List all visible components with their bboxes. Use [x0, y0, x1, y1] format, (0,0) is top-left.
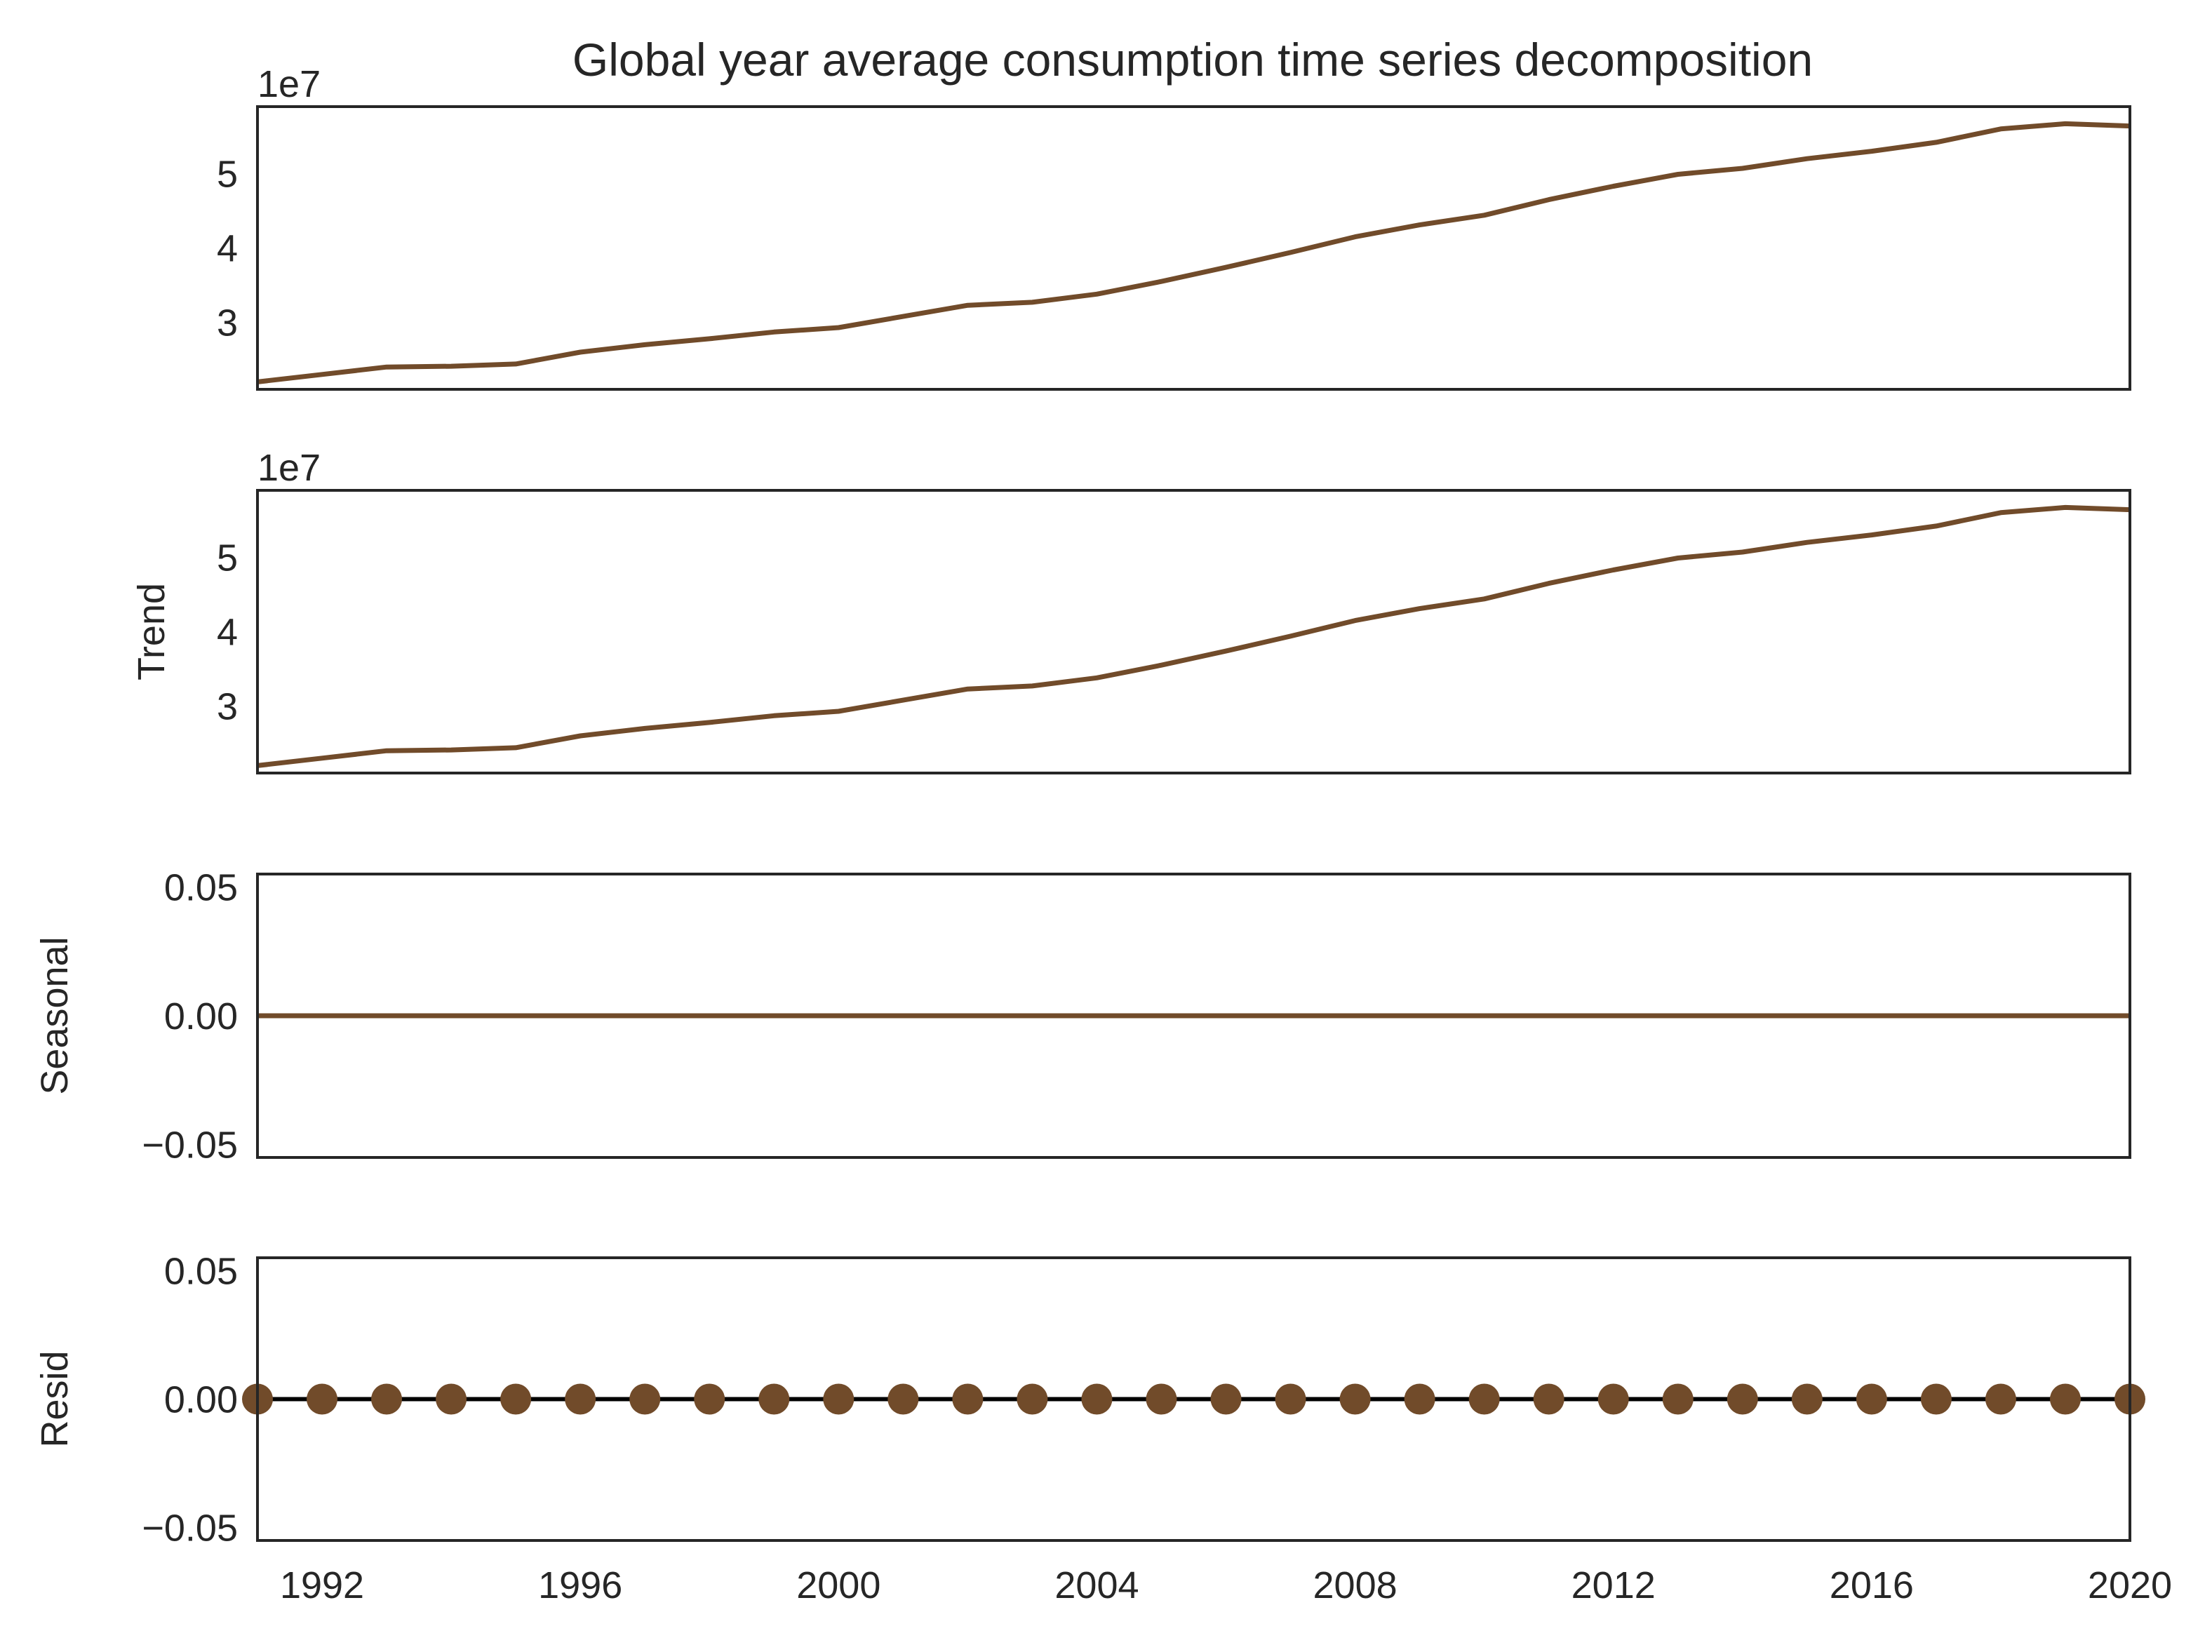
x-tick-label: 2008	[1313, 1564, 1397, 1606]
y-tick-label: 0.00	[164, 1379, 238, 1421]
resid-point	[1985, 1383, 2016, 1415]
resid-point	[1533, 1383, 1564, 1415]
resid-point	[1597, 1383, 1629, 1415]
resid-point	[629, 1383, 661, 1415]
resid-point	[758, 1383, 790, 1415]
resid-point	[1404, 1383, 1435, 1415]
resid-point	[1727, 1383, 1758, 1415]
panel-frame	[256, 1256, 2131, 1542]
panel-resid: 0.05 0.00 −0.05 Resid	[34, 1250, 2145, 1550]
panel-frame	[256, 873, 2131, 1159]
resid-point	[952, 1383, 984, 1415]
y-tick-label: 4	[217, 612, 238, 654]
axis-exponent-label: 1e7	[257, 447, 321, 489]
resid-point	[500, 1383, 532, 1415]
resid-point	[694, 1383, 725, 1415]
series-line-trend	[257, 504, 2131, 768]
y-tick-label: 0.05	[164, 1250, 238, 1292]
resid-point	[1468, 1383, 1500, 1415]
resid-point	[1662, 1383, 1694, 1415]
resid-point	[371, 1383, 403, 1415]
resid-point	[565, 1383, 596, 1415]
panels-group: 3451e73451e7Trend0.050.00−0.05Seasonal0.…	[34, 63, 2145, 1550]
resid-point	[1146, 1383, 1177, 1415]
panel-frame	[256, 105, 2131, 391]
panel-data-group	[242, 1383, 2145, 1415]
y-tick-label: 3	[217, 686, 238, 728]
y-axis-label: Seasonal	[34, 936, 76, 1094]
x-tick-label: 1992	[280, 1564, 364, 1606]
resid-point	[1210, 1383, 1242, 1415]
resid-point	[1856, 1383, 1887, 1415]
series-line-observed	[257, 121, 2131, 384]
resid-point	[1275, 1383, 1306, 1415]
x-tick-label: 2016	[1830, 1564, 1914, 1606]
y-tick-label: 3	[217, 302, 238, 344]
resid-point	[823, 1383, 854, 1415]
resid-point	[1081, 1383, 1113, 1415]
x-tick-label: 2000	[796, 1564, 880, 1606]
x-axis: 1992 1996 2000 2004 2008 2012 2016 2020	[280, 1564, 2172, 1606]
panel-data-group	[257, 504, 2131, 768]
y-tick-label: 4	[217, 228, 238, 270]
y-tick-label: 5	[217, 153, 238, 195]
resid-point	[436, 1383, 467, 1415]
y-tick-label: 0.05	[164, 866, 238, 908]
y-tick-label: 0.00	[164, 995, 238, 1037]
axis-exponent-label: 1e7	[257, 63, 321, 105]
x-tick-label: 2012	[1571, 1564, 1656, 1606]
resid-point	[887, 1383, 919, 1415]
resid-point	[1339, 1383, 1371, 1415]
resid-point	[1920, 1383, 1952, 1415]
x-tick-label: 1996	[538, 1564, 622, 1606]
panel-frame	[256, 489, 2131, 774]
y-tick-label: −0.05	[142, 1507, 238, 1550]
x-tick-label: 2004	[1054, 1564, 1139, 1606]
panel-seasonal: 0.05 0.00 −0.05 Seasonal	[34, 866, 2131, 1167]
resid-point	[307, 1383, 338, 1415]
x-tick-label: 2020	[2088, 1564, 2172, 1606]
resid-point	[1791, 1383, 1823, 1415]
resid-point	[2049, 1383, 2081, 1415]
y-axis-label: Trend	[130, 583, 173, 680]
panel-data-group	[257, 121, 2131, 384]
y-tick-label: 5	[217, 537, 238, 579]
panel-observed: 3 4 5 1e7	[217, 63, 2131, 391]
panel-trend: 3 4 5 1e7 Trend	[130, 447, 2131, 774]
y-axis-label: Resid	[34, 1350, 76, 1447]
y-tick-label: −0.05	[142, 1124, 238, 1167]
chart-title: Global year average consumption time ser…	[572, 34, 1813, 86]
resid-point	[1017, 1383, 1048, 1415]
